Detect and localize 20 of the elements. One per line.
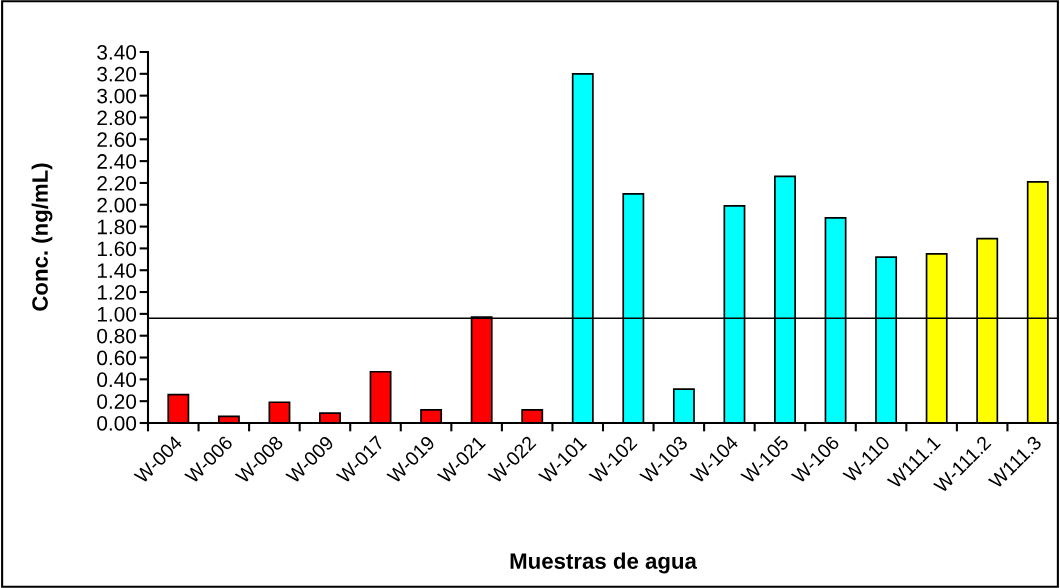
y-tick-label: 2.40 <box>97 154 137 169</box>
y-tick-label: 1.80 <box>97 219 137 235</box>
x-axis-title: Muestras de agua <box>510 552 698 574</box>
y-tick-label: 2.00 <box>97 197 137 213</box>
y-axis-title: Conc. (ng/mL) <box>31 163 53 311</box>
y-tick-label: 0.40 <box>97 372 137 388</box>
y-tick-label: 2.60 <box>97 132 137 148</box>
y-tick-label: 2.20 <box>97 175 137 191</box>
y-tick-label: 1.20 <box>97 285 137 300</box>
y-tick-label: 0.00 <box>97 416 137 431</box>
y-tick-label: 2.80 <box>97 110 137 126</box>
y-tick-label: 0.60 <box>97 350 137 366</box>
y-tick-label: 1.40 <box>97 263 137 278</box>
y-tick-label: 3.40 <box>97 45 137 60</box>
y-tick-label: 0.20 <box>97 394 137 409</box>
y-tick-label: 3.20 <box>97 66 137 82</box>
y-tick-label: 1.60 <box>97 241 137 257</box>
y-tick-label: 1.00 <box>97 306 137 322</box>
y-tick-label: 3.00 <box>97 88 137 104</box>
y-tick-label: 0.80 <box>97 328 137 344</box>
